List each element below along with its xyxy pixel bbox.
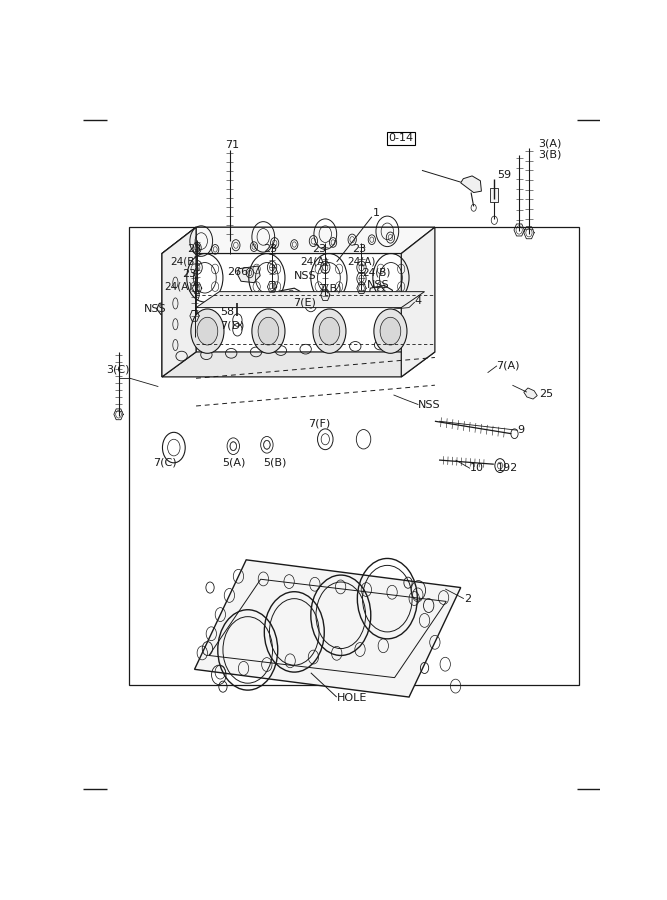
Text: 0-14: 0-14 (388, 133, 414, 143)
Circle shape (374, 309, 407, 354)
Polygon shape (461, 176, 482, 193)
Text: 3(A): 3(A) (538, 139, 562, 148)
Polygon shape (279, 288, 303, 302)
Text: HOLE: HOLE (337, 693, 367, 704)
Text: 5(B): 5(B) (263, 458, 287, 468)
Text: 7(E): 7(E) (293, 297, 315, 307)
Text: 23: 23 (187, 245, 201, 255)
Circle shape (191, 309, 224, 354)
Text: 2: 2 (464, 594, 471, 604)
Polygon shape (162, 227, 196, 377)
Circle shape (252, 309, 285, 354)
Polygon shape (195, 560, 461, 697)
Text: NSS: NSS (418, 400, 441, 410)
Text: 24(A): 24(A) (165, 282, 193, 292)
Circle shape (380, 318, 401, 345)
Text: 3(B): 3(B) (538, 149, 562, 159)
Text: 7(F): 7(F) (308, 418, 330, 428)
Text: 25: 25 (540, 389, 554, 399)
Text: 9: 9 (518, 425, 525, 436)
Text: 23: 23 (182, 268, 196, 279)
Text: 4: 4 (415, 296, 422, 306)
Polygon shape (524, 388, 537, 399)
Circle shape (319, 318, 340, 345)
Polygon shape (162, 352, 435, 377)
Polygon shape (237, 266, 260, 283)
Text: NSS: NSS (144, 304, 167, 314)
Circle shape (313, 309, 346, 354)
Polygon shape (370, 285, 392, 300)
Bar (234, 300, 241, 306)
Bar (129, 227, 578, 685)
Circle shape (258, 318, 279, 345)
Text: 59: 59 (497, 169, 511, 179)
Text: 7(A): 7(A) (496, 361, 520, 371)
Text: 23: 23 (263, 245, 277, 255)
Text: 266: 266 (227, 266, 248, 276)
Polygon shape (162, 227, 196, 377)
Polygon shape (157, 301, 191, 318)
Bar (490, 188, 498, 202)
Text: NSS: NSS (294, 271, 317, 281)
Text: 24(B): 24(B) (363, 268, 391, 278)
Polygon shape (162, 227, 435, 254)
Text: 23: 23 (352, 245, 366, 255)
Text: 7(C): 7(C) (153, 458, 177, 468)
Text: 3(C): 3(C) (107, 365, 130, 375)
Text: 24(B): 24(B) (170, 256, 199, 266)
Polygon shape (402, 227, 435, 377)
Text: 5(A): 5(A) (222, 458, 245, 468)
Text: 24(A): 24(A) (347, 256, 376, 266)
Text: 7(D): 7(D) (220, 320, 244, 330)
Text: 24(A): 24(A) (301, 256, 329, 266)
Text: NSS: NSS (367, 281, 390, 291)
Polygon shape (196, 292, 425, 308)
Text: 10: 10 (470, 464, 484, 473)
Text: 23: 23 (312, 245, 326, 255)
Circle shape (197, 318, 217, 345)
Text: 192: 192 (497, 464, 518, 473)
Text: 71: 71 (225, 140, 239, 149)
Text: 7(B): 7(B) (319, 284, 342, 293)
Text: 58: 58 (220, 307, 234, 317)
Text: 1: 1 (373, 208, 380, 219)
